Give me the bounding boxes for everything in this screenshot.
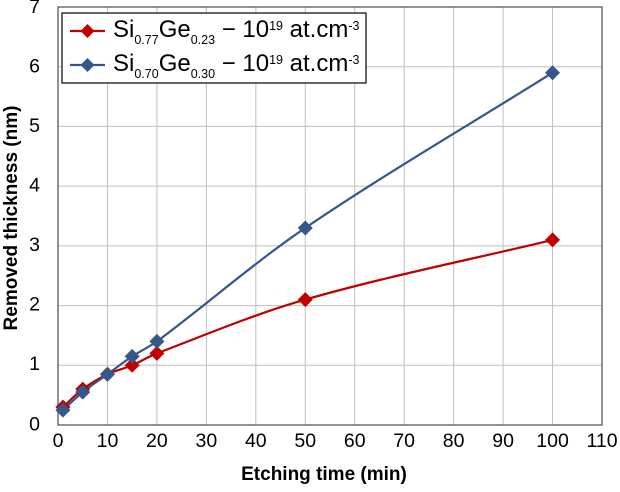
svg-text:50: 50 [294,430,316,452]
svg-text:Removed thickness (nm): Removed thickness (nm) [1,106,22,331]
svg-text:40: 40 [245,430,267,452]
svg-text:110: 110 [586,430,617,452]
svg-text:5: 5 [29,115,40,137]
svg-text:Etching time (min): Etching time (min) [241,464,407,485]
svg-text:0: 0 [29,414,40,436]
svg-text:10: 10 [97,430,119,452]
svg-text:90: 90 [492,430,514,452]
svg-text:6: 6 [29,56,40,78]
svg-text:100: 100 [536,430,569,452]
svg-text:3: 3 [29,234,40,256]
svg-text:0: 0 [53,430,64,452]
svg-text:80: 80 [443,430,465,452]
svg-text:1: 1 [29,353,40,375]
svg-text:2: 2 [29,294,40,316]
svg-text:20: 20 [146,430,168,452]
svg-text:30: 30 [196,430,218,452]
svg-text:4: 4 [29,175,40,197]
svg-text:7: 7 [29,0,40,18]
svg-text:70: 70 [393,430,415,452]
svg-text:60: 60 [344,430,366,452]
